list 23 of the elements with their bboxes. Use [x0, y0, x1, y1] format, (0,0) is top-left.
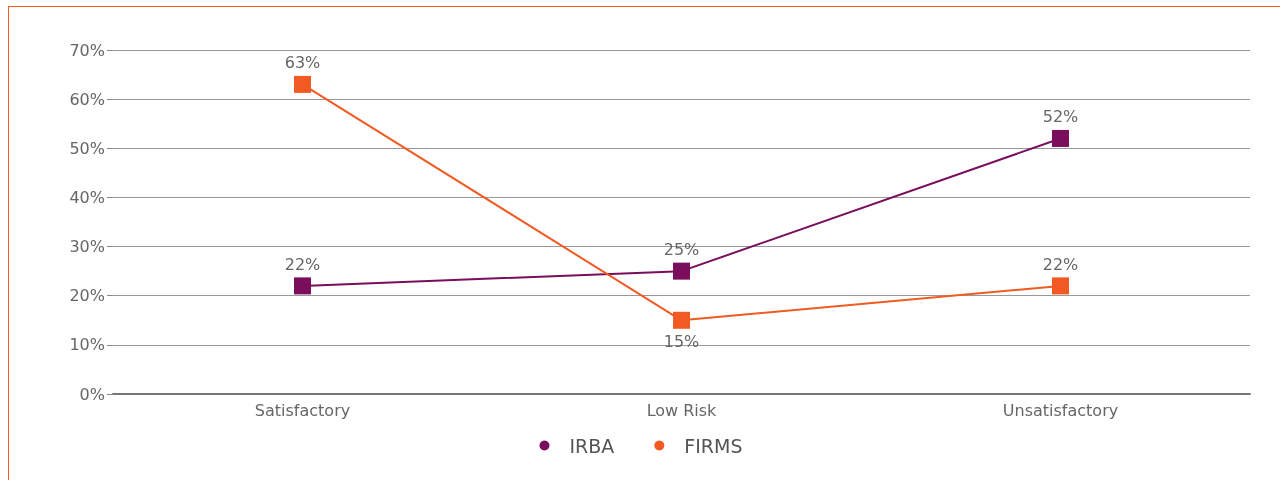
legend-label: FIRMS [684, 434, 743, 457]
point [294, 277, 311, 295]
data-label: 22% [1042, 254, 1079, 274]
data-label: 22% [284, 254, 321, 274]
x-tick-label: Low Risk [646, 400, 718, 420]
point [1052, 129, 1069, 147]
point [673, 262, 690, 280]
y-tick-label: 10% [69, 335, 105, 355]
point [673, 311, 690, 329]
y-tick-label: 50% [69, 138, 105, 158]
legend-label: IRBA [569, 434, 615, 457]
y-tick-label: 40% [69, 187, 105, 207]
y-tick-label: 60% [69, 89, 105, 109]
point [1052, 277, 1069, 295]
y-tick-label: 70% [69, 40, 105, 60]
point [294, 75, 311, 93]
y-tick-label: 30% [69, 237, 105, 257]
data-label: 63% [284, 53, 321, 73]
x-tick-label: Unsatisfactory [1002, 400, 1119, 420]
y-tick-label: 0% [79, 384, 105, 404]
x-tick-label: Satisfactory [254, 400, 351, 420]
y-tick-label: 20% [69, 286, 105, 306]
data-label: 52% [1042, 107, 1079, 127]
